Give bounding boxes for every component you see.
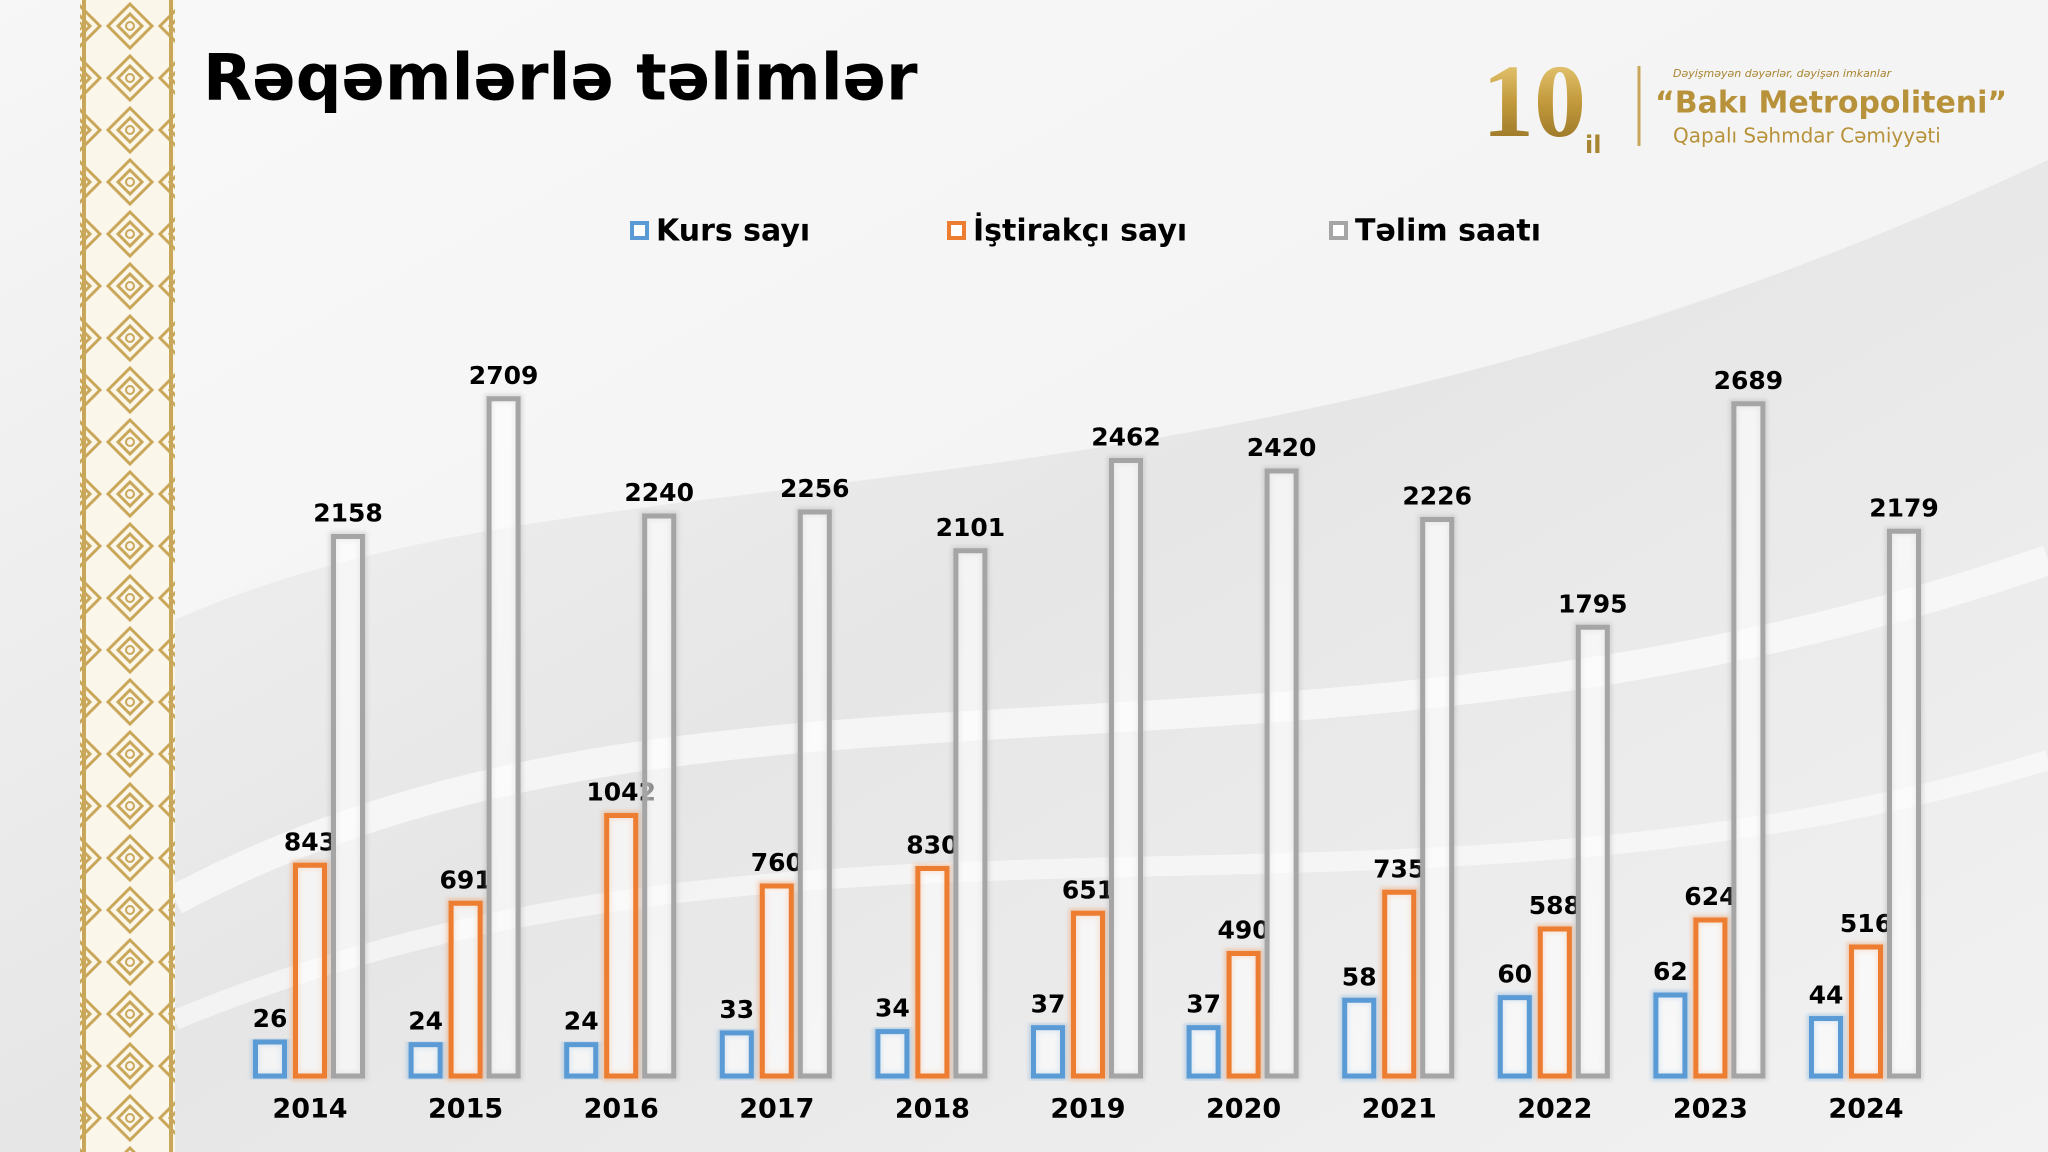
bar xyxy=(448,900,483,1079)
value-label: 651 xyxy=(1062,875,1114,904)
value-label: 830 xyxy=(906,831,958,860)
x-tick-label: 2019 xyxy=(1050,1094,1125,1125)
bar xyxy=(408,1042,443,1079)
value-label: 2462 xyxy=(1091,423,1161,452)
logo-unit: il xyxy=(1585,131,1601,159)
logo: 10 il Dəyişməyən dəyərlər, dəyişən imkan… xyxy=(1482,44,2007,159)
x-tick-label: 2018 xyxy=(895,1094,970,1125)
bar xyxy=(1653,992,1688,1079)
value-label: 2689 xyxy=(1714,366,1784,395)
bar xyxy=(797,509,832,1079)
bar xyxy=(1849,944,1883,1079)
legend-label: Kurs sayı xyxy=(656,214,810,249)
x-tick-label: 2021 xyxy=(1362,1094,1437,1125)
value-label: 2420 xyxy=(1247,433,1317,462)
value-label: 588 xyxy=(1529,891,1581,920)
x-tick-label: 2022 xyxy=(1517,1094,1592,1125)
value-label: 44 xyxy=(1809,981,1844,1010)
value-label: 2158 xyxy=(313,499,383,528)
value-label: 516 xyxy=(1840,909,1892,938)
bar xyxy=(642,513,677,1079)
value-label: 58 xyxy=(1342,962,1377,991)
bar xyxy=(331,534,365,1079)
legend-marker xyxy=(1329,221,1348,240)
ornament-strip xyxy=(80,0,175,1152)
x-tick-label: 2014 xyxy=(272,1094,347,1125)
value-label: 34 xyxy=(875,994,910,1023)
x-tick-label: 2020 xyxy=(1206,1094,1281,1125)
bar xyxy=(1382,889,1417,1079)
value-label: 691 xyxy=(440,865,492,894)
swoosh xyxy=(167,545,2048,914)
x-tick-label: 2016 xyxy=(584,1094,659,1125)
legend-marker xyxy=(630,221,649,240)
bar xyxy=(759,883,794,1079)
value-label: 37 xyxy=(1031,990,1066,1019)
legend-marker xyxy=(947,221,966,240)
bar xyxy=(604,813,639,1079)
value-label: 843 xyxy=(284,827,336,856)
value-label: 2226 xyxy=(1402,482,1472,511)
value-label: 735 xyxy=(1373,854,1425,883)
bar xyxy=(253,1039,287,1079)
bar xyxy=(486,396,521,1079)
x-tick-label: 2023 xyxy=(1673,1094,1748,1125)
value-label: 490 xyxy=(1218,916,1270,945)
bar xyxy=(1497,995,1532,1079)
bar xyxy=(953,548,988,1079)
value-label: 24 xyxy=(564,1007,599,1036)
bar xyxy=(1537,926,1572,1079)
bar xyxy=(1342,997,1377,1079)
value-label: 2101 xyxy=(936,513,1006,542)
value-label: 24 xyxy=(408,1007,443,1036)
logo-number: 10 xyxy=(1482,44,1586,159)
bar xyxy=(1031,1025,1065,1079)
bar xyxy=(719,1030,754,1079)
value-label: 2240 xyxy=(624,478,694,507)
bar xyxy=(1264,468,1299,1079)
value-label: 2709 xyxy=(469,361,539,390)
value-label: 760 xyxy=(751,848,803,877)
swoosh xyxy=(175,0,2048,620)
x-tick-label: 2015 xyxy=(428,1094,503,1125)
bar xyxy=(1575,624,1610,1079)
bar xyxy=(1887,528,1921,1079)
bar xyxy=(1420,517,1455,1079)
bar xyxy=(1693,917,1728,1079)
bar xyxy=(1731,401,1766,1079)
x-tick-label: 2017 xyxy=(739,1094,814,1125)
bar xyxy=(875,1029,910,1079)
value-label: 624 xyxy=(1684,882,1736,911)
value-label: 37 xyxy=(1186,990,1221,1019)
bar xyxy=(1071,910,1105,1079)
logo-name: “Bakı Metropoliteni” xyxy=(1655,86,2007,121)
logo-company: Qapalı Səhmdar Cəmiyyəti xyxy=(1673,124,1941,148)
chart-title: Rəqəmlərlə təlimlər xyxy=(203,42,918,116)
bar xyxy=(564,1042,599,1079)
value-label: 60 xyxy=(1497,960,1532,989)
legend-label: Təlim saatı xyxy=(1355,214,1541,249)
bar xyxy=(1186,1025,1221,1079)
value-label: 2179 xyxy=(1869,493,1939,522)
x-tick-label: 2024 xyxy=(1828,1094,1903,1125)
bar xyxy=(1809,1016,1843,1079)
value-label: 62 xyxy=(1653,957,1688,986)
value-label: 26 xyxy=(253,1004,288,1033)
legend-label: İştirakçı sayı xyxy=(973,213,1187,249)
bar xyxy=(1109,458,1143,1079)
bar xyxy=(1226,951,1261,1079)
value-label: 1795 xyxy=(1558,589,1628,618)
logo-slogan: Dəyişməyən dəyərlər, dəyişən imkanlar xyxy=(1673,67,1893,80)
value-label: 2256 xyxy=(780,474,850,503)
value-label: 33 xyxy=(719,995,754,1024)
bar xyxy=(915,866,950,1079)
bar xyxy=(293,862,327,1079)
